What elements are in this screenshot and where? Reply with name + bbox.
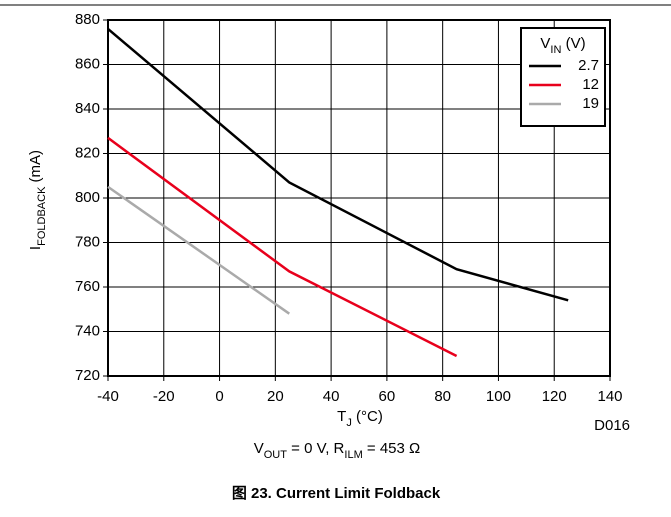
- x-tick-label: 80: [434, 388, 451, 405]
- legend-title-sub: IN: [550, 44, 561, 56]
- x-tick-label: 40: [323, 388, 340, 405]
- subtitle-sub: OUT: [264, 449, 288, 461]
- legend-label: 19: [582, 95, 599, 112]
- x-axis-label: TJ (°C): [337, 408, 383, 429]
- y-axis-label: IFOLDBACK (mA): [27, 150, 48, 250]
- x-axis-label-part: (°C): [352, 408, 383, 425]
- y-tick-label: 800: [75, 189, 100, 206]
- subtitle-part: = 0 V, R: [287, 440, 345, 457]
- y-axis-label-sub: FOLDBACK: [36, 186, 48, 246]
- y-tick-label: 760: [75, 278, 100, 295]
- series-line: [107, 27, 569, 302]
- x-tick-label: -20: [153, 388, 175, 405]
- y-axis-label-part: (mA): [27, 150, 44, 187]
- y-tick-label: 740: [75, 322, 100, 339]
- x-tick-label: 20: [267, 388, 284, 405]
- legend-title-part: (V): [561, 35, 585, 52]
- subtitle-part: V: [254, 440, 264, 457]
- y-tick-label: 780: [75, 233, 100, 250]
- series-line: [107, 185, 290, 315]
- legend-label: 12: [582, 76, 599, 93]
- x-tick-label: 120: [542, 388, 567, 405]
- subtitle-sub: ILM: [344, 449, 362, 461]
- x-tick-label: 60: [379, 388, 396, 405]
- caption: 图 23. Current Limit Foldback: [232, 485, 441, 502]
- legend-box: [520, 27, 606, 127]
- y-axis-label-part: I: [27, 246, 44, 250]
- subtitle-part: = 453 Ω: [363, 440, 421, 457]
- series-line: [107, 136, 458, 358]
- x-tick-label: -40: [97, 388, 119, 405]
- figure-code: D016: [594, 417, 630, 434]
- y-tick-label: 720: [75, 367, 100, 384]
- x-axis-label-part: T: [337, 408, 346, 425]
- x-tick-label: 0: [215, 388, 223, 405]
- legend-label: 2.7: [578, 57, 599, 74]
- x-axis-label-sub: J: [346, 417, 352, 429]
- y-tick-label: 820: [75, 144, 100, 161]
- x-tick-label: 140: [597, 388, 622, 405]
- y-tick-label: 840: [75, 100, 100, 117]
- x-tick-label: 100: [486, 388, 511, 405]
- plot-frame: [107, 19, 611, 377]
- legend-title: VIN (V): [540, 35, 585, 56]
- legend-title-part: V: [540, 35, 550, 52]
- y-tick-label: 860: [75, 55, 100, 72]
- y-tick-label: 880: [75, 11, 100, 28]
- subtitle: VOUT = 0 V, RILM = 453 Ω: [254, 440, 421, 461]
